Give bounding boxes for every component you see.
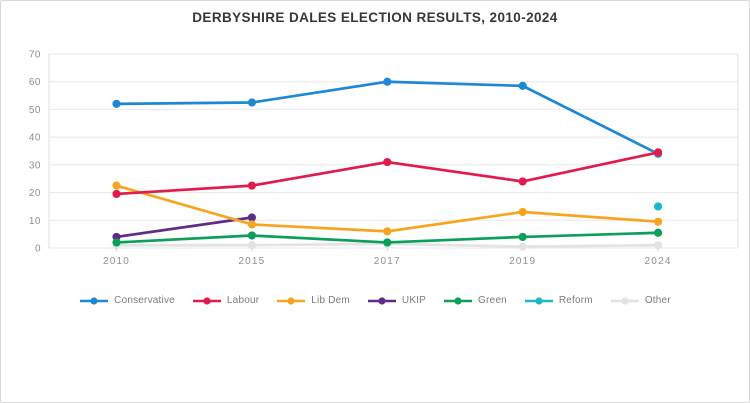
data-point — [518, 177, 527, 186]
data-point — [653, 241, 663, 250]
legend-item-lib-dem: Lib Dem — [276, 295, 350, 306]
legend-marker-icon — [80, 296, 109, 305]
data-point — [518, 81, 527, 90]
data-point — [383, 227, 392, 236]
legend-marker-icon — [277, 296, 306, 305]
y-tick-label: 10 — [29, 216, 41, 227]
y-gridlines — [49, 53, 738, 249]
legend: Conservative Labour Lib Dem UKIP Green Reform… — [1, 295, 749, 306]
legend-item-ukip: UKIP — [367, 295, 426, 306]
y-axis-labels: 0 10 20 30 40 50 60 70 — [29, 50, 41, 255]
legend-item-conservative: Conservative — [79, 295, 175, 306]
legend-label: Green — [478, 295, 507, 306]
legend-marker-icon — [367, 296, 396, 305]
legend-label: UKIP — [401, 295, 427, 306]
y-tick-label: 0 — [35, 244, 41, 255]
data-point — [653, 148, 663, 157]
x-tick-label: 2017 — [374, 256, 401, 267]
legend-item-reform: Reform — [524, 295, 593, 306]
series-conservative — [112, 77, 663, 158]
legend-item-green: Green — [443, 295, 507, 306]
chart-title: DERBYSHIRE DALES ELECTION RESULTS, 2010-… — [192, 10, 558, 25]
legend-label: Conservative — [114, 295, 175, 306]
data-point — [518, 207, 527, 217]
y-tick-label: 30 — [29, 160, 41, 171]
data-point — [112, 99, 121, 108]
legend-label: Reform — [558, 295, 593, 306]
x-tick-label: 2024 — [645, 256, 672, 267]
series-green — [112, 228, 663, 247]
series-reform — [653, 202, 663, 211]
data-point — [383, 77, 392, 86]
x-tick-label: 2019 — [509, 256, 536, 267]
series-labour — [112, 148, 663, 199]
x-axis-labels: 2010 2015 2017 2019 2024 — [103, 248, 672, 267]
legend-label: Other — [644, 295, 671, 306]
data-point — [247, 241, 257, 250]
data-point — [383, 238, 392, 247]
data-point — [247, 220, 257, 229]
legend-marker-icon — [610, 296, 639, 305]
legend-label: Lib Dem — [311, 295, 350, 306]
series-lib-dem — [112, 181, 663, 236]
legend-marker-icon — [192, 296, 221, 305]
data-point — [112, 238, 121, 247]
data-point — [247, 231, 257, 240]
legend-label: Labour — [226, 295, 260, 306]
y-tick-label: 70 — [29, 50, 41, 61]
x-tick-label: 2015 — [238, 256, 265, 267]
data-point — [653, 202, 663, 211]
y-tick-label: 50 — [29, 105, 41, 116]
data-point — [247, 98, 257, 107]
data-point — [383, 157, 392, 167]
data-point — [653, 217, 663, 226]
y-tick-label: 40 — [29, 133, 41, 144]
legend-item-other: Other — [610, 295, 671, 306]
y-tick-label: 20 — [29, 188, 41, 199]
y-tick-label: 60 — [29, 77, 41, 88]
data-point — [518, 242, 527, 251]
line-chart: 0 10 20 30 40 50 60 70 2010 2015 2017 2019 2024 — [29, 50, 739, 267]
legend-item-labour: Labour — [192, 295, 259, 306]
data-point — [247, 181, 257, 190]
data-point — [518, 232, 527, 242]
x-tick-label: 2010 — [103, 256, 130, 267]
legend-marker-icon — [444, 296, 473, 305]
legend-marker-icon — [524, 296, 553, 305]
data-point — [112, 189, 121, 199]
data-point — [247, 213, 257, 222]
data-point — [112, 181, 121, 190]
data-point — [653, 228, 663, 237]
